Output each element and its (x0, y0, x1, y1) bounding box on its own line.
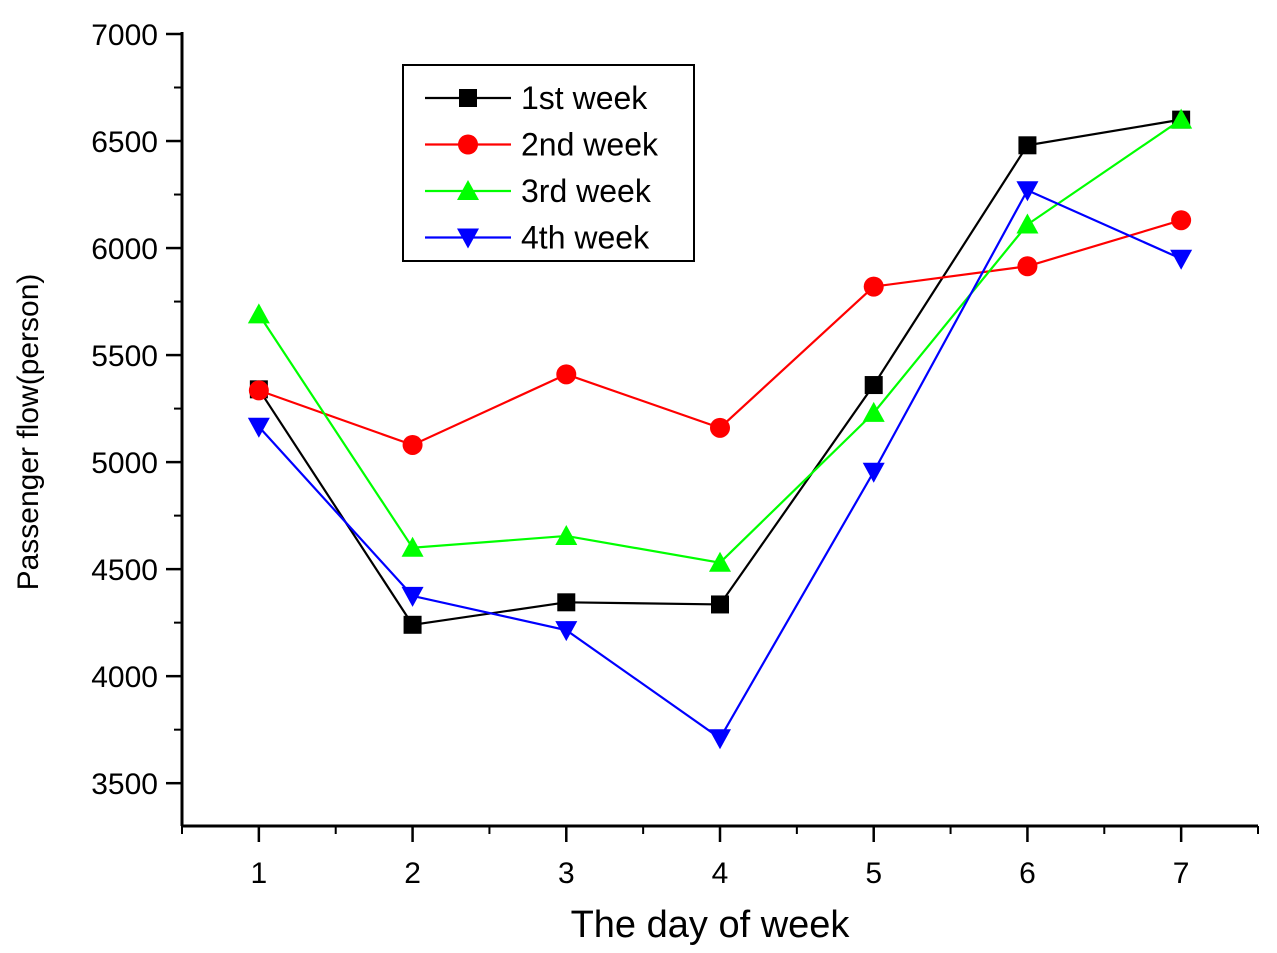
series-group (247, 108, 1193, 750)
series-line (257, 118, 1182, 626)
x-tick-label: 4 (712, 857, 729, 890)
x-tick-label: 2 (404, 857, 421, 890)
series-line (258, 188, 1182, 740)
data-point (247, 417, 270, 438)
legend-label: 1st week (521, 80, 648, 116)
legend-marker (459, 89, 477, 107)
data-point (864, 376, 883, 395)
data-point (401, 586, 424, 607)
y-tick-label: 7000 (91, 19, 158, 52)
legend-item: 1st week (425, 80, 648, 116)
data-point (709, 551, 731, 572)
legend-item: 4th week (425, 220, 650, 256)
legend-label: 3rd week (521, 173, 652, 209)
x-tick-label: 1 (251, 857, 268, 890)
data-point (557, 593, 576, 612)
data-point (710, 417, 730, 438)
legend-marker (457, 180, 479, 200)
data-point (1170, 249, 1193, 270)
series-line (258, 219, 1182, 447)
legend-marker (457, 228, 479, 249)
data-point (556, 364, 577, 385)
legend-label: 2nd week (521, 127, 659, 163)
legend-item: 3rd week (425, 173, 652, 209)
x-tick-label: 5 (865, 857, 882, 890)
data-point (862, 401, 885, 422)
legend: 1st week 2nd week 3rd week 4th week (402, 64, 695, 262)
x-ticks: 1 2 3 4 5 6 7 (181, 826, 1259, 890)
y-ticks: 3500 4000 4500 5000 5500 6000 6500 7000 (91, 19, 182, 801)
series-4 (247, 181, 1193, 750)
y-axis-label: Passenger flow(person) (12, 274, 45, 591)
legend-label: 4th week (521, 220, 650, 256)
data-point (862, 462, 885, 483)
data-point (709, 729, 731, 750)
series-2 (248, 210, 1192, 455)
y-tick-label: 4500 (91, 554, 158, 587)
data-point (1016, 213, 1039, 234)
data-point (1016, 181, 1039, 202)
y-tick-label: 4000 (91, 661, 158, 694)
data-point (863, 276, 884, 297)
data-point (402, 434, 423, 455)
legend-marker (458, 134, 478, 155)
x-tick-label: 3 (558, 857, 575, 890)
y-tick-label: 6000 (91, 233, 158, 266)
legend-item: 2nd week (425, 127, 659, 163)
data-point (1017, 256, 1038, 277)
y-tick-label: 3500 (91, 768, 158, 801)
data-point (248, 380, 269, 401)
x-tick-label: 7 (1173, 857, 1190, 890)
data-point (555, 524, 578, 545)
x-tick-label: 6 (1019, 857, 1036, 890)
data-point (711, 595, 729, 614)
series-3 (247, 108, 1193, 572)
x-axis-label: The day of week (571, 904, 851, 946)
data-point (1170, 108, 1193, 129)
y-tick-label: 6500 (91, 126, 158, 159)
y-tick-label: 5500 (91, 340, 158, 373)
data-point (1018, 136, 1037, 155)
data-point (247, 303, 270, 324)
data-point (401, 536, 424, 557)
series-line (257, 118, 1182, 564)
data-point (555, 621, 578, 642)
y-tick-label: 5000 (91, 447, 158, 480)
data-point (403, 615, 422, 634)
data-point (1171, 210, 1192, 231)
